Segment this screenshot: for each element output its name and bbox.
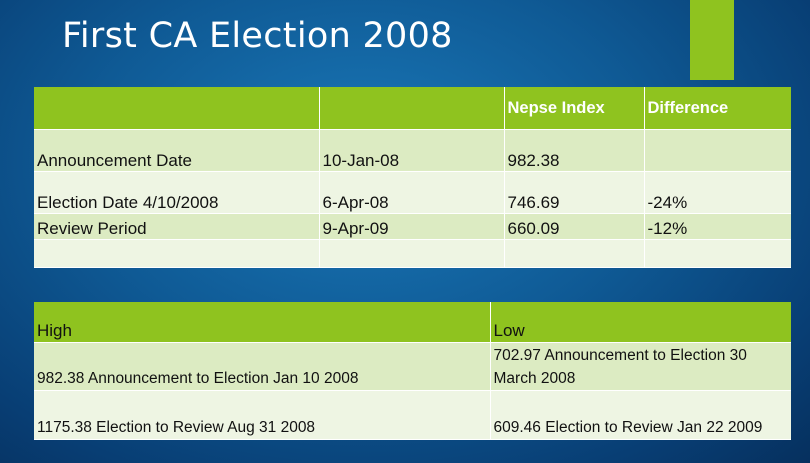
high-cell: 1175.38 Election to Review Aug 31 2008	[34, 390, 491, 440]
row-label: Review Period	[34, 213, 320, 240]
header-high: High	[34, 302, 491, 343]
header-cell	[319, 87, 505, 130]
row-date: 6-Apr-08	[319, 171, 505, 214]
header-difference: Difference	[644, 87, 791, 130]
row-index: 982.38	[504, 129, 645, 172]
table-row: Announcement Date 10-Jan-08 982.38	[34, 129, 791, 172]
row-label: Election Date 4/10/2008	[34, 171, 320, 214]
table-row	[34, 239, 791, 268]
row-index: 746.69	[504, 171, 645, 214]
high-low-table: High Low 982.38 Announcement to Election…	[34, 302, 791, 440]
row-date: 10-Jan-08	[319, 129, 505, 172]
row-index: 660.09	[504, 213, 645, 240]
table-row: 1175.38 Election to Review Aug 31 2008 6…	[34, 390, 791, 440]
accent-bar	[690, 0, 734, 80]
slide-title: First CA Election 2008	[62, 16, 453, 56]
table-row: Election Date 4/10/2008 6-Apr-08 746.69 …	[34, 171, 791, 214]
row-index	[504, 239, 645, 268]
election-index-table: Nepse Index Difference Announcement Date…	[34, 87, 791, 268]
low-cell: 609.46 Election to Review Jan 22 2009	[490, 390, 791, 440]
header-cell	[34, 87, 320, 130]
row-date: 9-Apr-09	[319, 213, 505, 240]
table-header-row: Nepse Index Difference	[34, 87, 791, 130]
header-low: Low	[490, 302, 791, 343]
table-row: 982.38 Announcement to Election Jan 10 2…	[34, 342, 791, 391]
row-label	[34, 239, 320, 268]
row-difference: -12%	[644, 213, 791, 240]
row-label: Announcement Date	[34, 129, 320, 172]
header-nepse-index: Nepse Index	[504, 87, 645, 130]
row-date	[319, 239, 505, 268]
low-cell: 702.97 Announcement to Election 30 March…	[490, 342, 791, 391]
table-header-row: High Low	[34, 302, 791, 343]
table-row: Review Period 9-Apr-09 660.09 -12%	[34, 213, 791, 240]
row-difference	[644, 129, 791, 172]
row-difference: -24%	[644, 171, 791, 214]
row-difference	[644, 239, 791, 268]
high-cell: 982.38 Announcement to Election Jan 10 2…	[34, 342, 491, 391]
